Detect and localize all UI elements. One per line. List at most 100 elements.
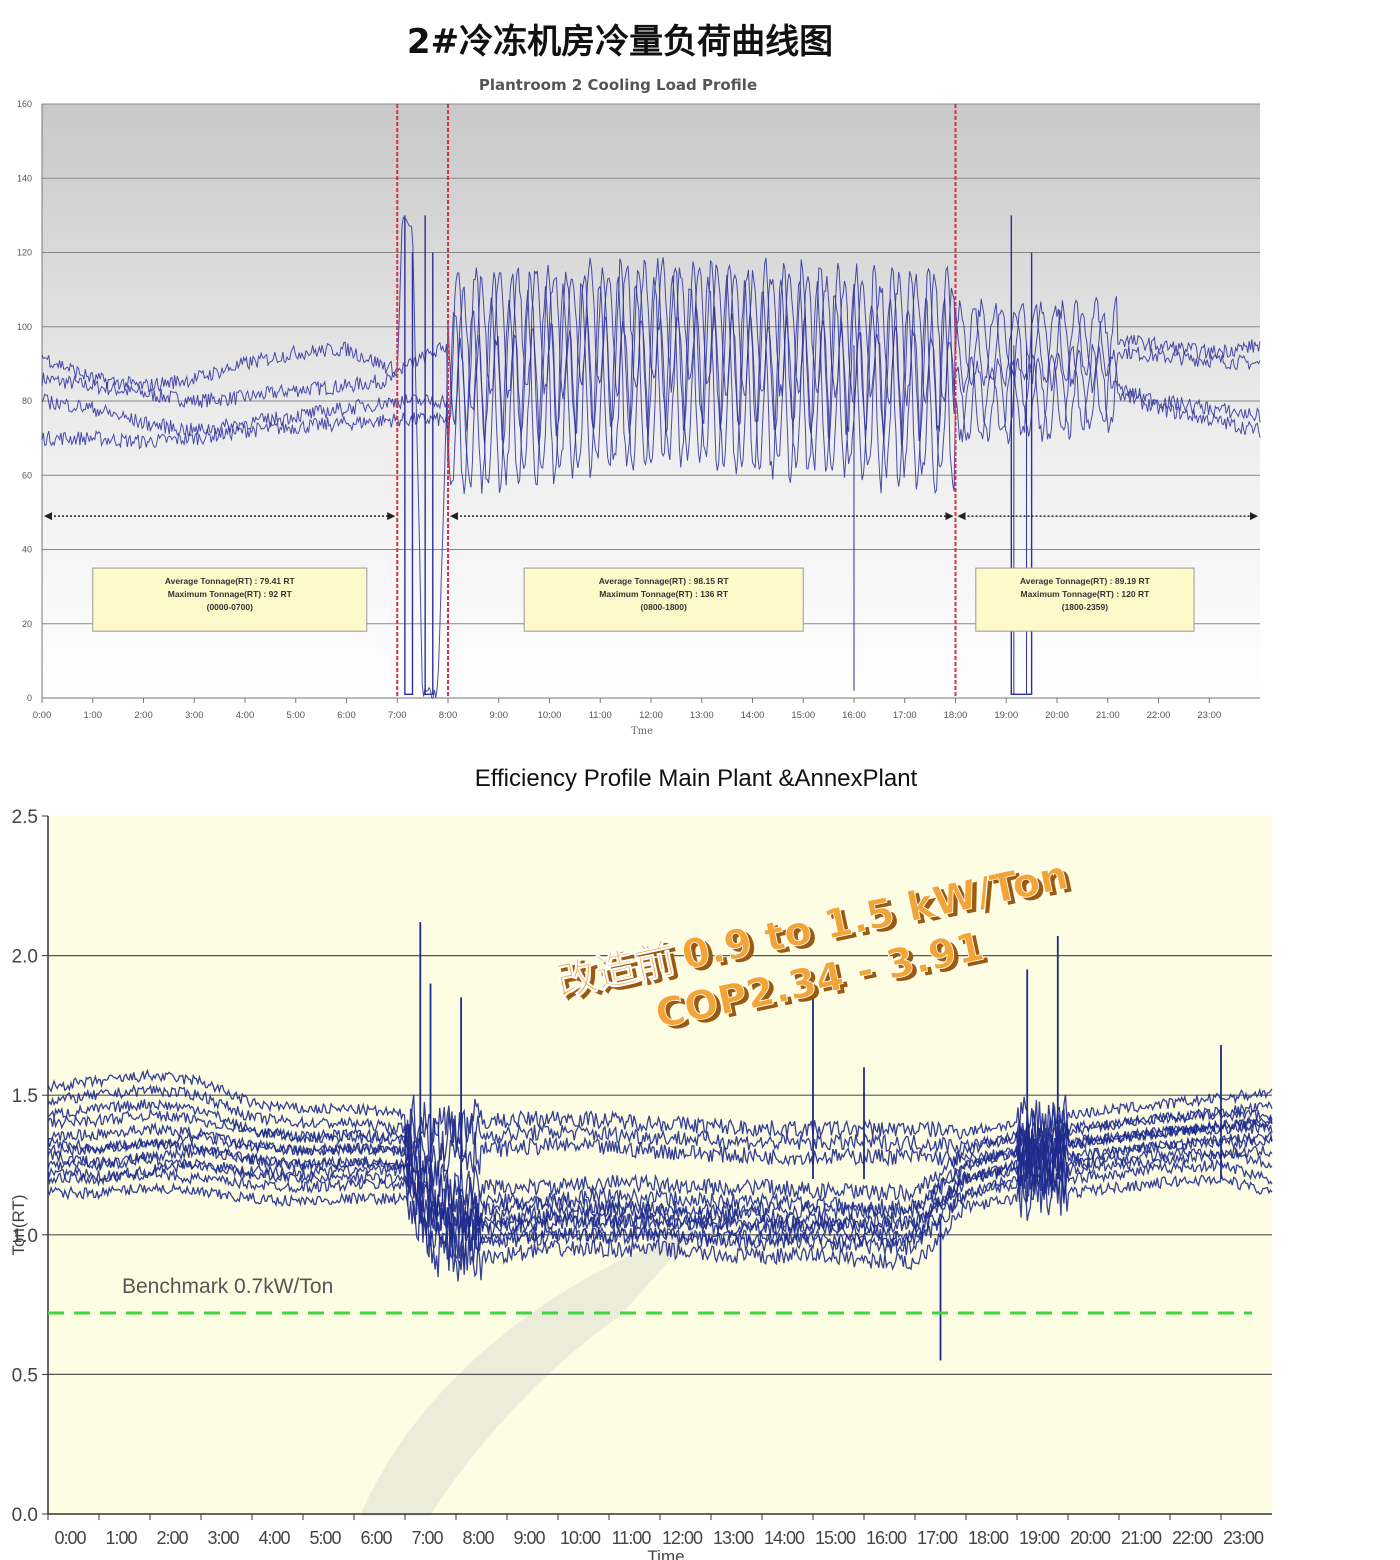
load-drop — [404, 215, 414, 695]
y-tick-label: 60 — [22, 470, 32, 480]
x-tick-label: 2:00 — [134, 710, 153, 721]
x-tick-label: 10:00 — [560, 1528, 601, 1548]
x-tick-label: 21:00 — [1121, 1528, 1162, 1548]
x-tick-label: 22:00 — [1172, 1528, 1213, 1548]
efficiency-series-line-4 — [47, 1133, 1273, 1241]
x-tick-label: 4:00 — [258, 1528, 290, 1548]
x-tick-label: 18:00 — [944, 710, 968, 721]
chart-title: Efficiency Profile Main Plant &AnnexPlan… — [475, 765, 918, 792]
benchmark-label: Benchmark 0.7kW/Ton — [122, 1275, 333, 1298]
y-axis-label: Ton(RT) — [9, 1194, 28, 1255]
annotation-average: Average Tonnage(RT) : 79.41 RT — [165, 576, 296, 586]
x-tick-label: 19:00 — [1019, 1528, 1060, 1548]
x-tick-label: 13:00 — [713, 1528, 754, 1548]
x-tick-label: 16:00 — [866, 1528, 907, 1548]
x-tick-label: 5:00 — [309, 1528, 341, 1548]
x-tick-label: 8:00 — [462, 1528, 494, 1548]
annotation-average: Average Tonnage(RT) : 89.19 RT — [1020, 576, 1151, 586]
efficiency-profile-chart: Efficiency Profile Main Plant &AnnexPlan… — [9, 765, 1273, 1560]
x-tick-label: 9:00 — [513, 1528, 545, 1548]
annotation-period: (1800-2359) — [1062, 602, 1108, 612]
x-tick-label: 1:00 — [105, 1528, 137, 1548]
annotation-box — [92, 567, 368, 632]
x-tick-label: 17:00 — [917, 1528, 958, 1548]
x-tick-label: 21:00 — [1096, 710, 1120, 721]
y-tick-label: 2.5 — [12, 807, 38, 828]
efficiency-series-line-3 — [47, 1143, 1273, 1259]
arrow-head-left — [957, 512, 966, 521]
arrow-head-left — [450, 512, 458, 521]
x-tick-label: 11:00 — [612, 1528, 652, 1548]
x-tick-label: 8:00 — [439, 710, 458, 721]
y-tick-label: 160 — [17, 99, 32, 109]
annotation-average: Average Tonnage(RT) : 98.15 RT — [599, 576, 730, 586]
annotation-maximum: Maximum Tonnage(RT) : 136 RT — [599, 589, 729, 599]
efficiency-series-line-1 — [47, 1068, 1273, 1148]
load-series-line-2 — [41, 306, 1261, 488]
load-drop — [424, 215, 434, 695]
x-tick-label: 12:00 — [662, 1528, 703, 1548]
annotation-period: (0000-0700) — [207, 602, 253, 612]
x-tick-label: 12:00 — [639, 710, 663, 721]
x-tick-label: 10:00 — [538, 710, 562, 721]
chart-title: Plantroom 2 Cooling Load Profile — [479, 76, 757, 94]
x-tick-label: 7:00 — [411, 1528, 443, 1548]
y-tick-label: 0.0 — [12, 1505, 38, 1526]
x-tick-label: 9:00 — [490, 710, 509, 721]
x-tick-label: 15:00 — [815, 1528, 856, 1548]
y-tick-label: 1.5 — [12, 1086, 38, 1107]
x-axis-label: Tme — [631, 726, 653, 737]
y-tick-label: 0 — [27, 693, 32, 703]
x-tick-label: 16:00 — [842, 710, 866, 721]
x-tick-label: 0:00 — [54, 1528, 86, 1548]
annotation-maximum: Maximum Tonnage(RT) : 120 RT — [1021, 589, 1151, 599]
y-tick-label: 80 — [22, 396, 32, 406]
y-tick-label: 100 — [17, 322, 32, 332]
y-tick-label: 120 — [17, 248, 32, 258]
efficiency-series-line-2 — [47, 1109, 1273, 1233]
x-axis-label: Time — [647, 1547, 684, 1560]
y-tick-label: 20 — [22, 619, 32, 629]
x-tick-label: 18:00 — [968, 1528, 1009, 1548]
x-tick-label: 4:00 — [236, 710, 255, 721]
x-tick-label: 20:00 — [1045, 710, 1069, 721]
x-tick-label: 23:00 — [1197, 710, 1221, 721]
x-tick-label: 23:00 — [1223, 1528, 1264, 1548]
load-series-line-4 — [41, 274, 1261, 495]
x-tick-label: 15:00 — [791, 710, 815, 721]
load-series-line-3 — [41, 257, 1261, 446]
load-series-line-1 — [41, 216, 1261, 699]
x-tick-label: 22:00 — [1147, 710, 1171, 721]
y-tick-label: 0.5 — [12, 1365, 38, 1386]
x-tick-label: 14:00 — [741, 710, 765, 721]
x-tick-label: 3:00 — [207, 1528, 239, 1548]
arrow-head-right — [945, 512, 954, 521]
x-tick-label: 5:00 — [287, 710, 306, 721]
arrow-head-left — [44, 512, 52, 521]
x-tick-label: 2:00 — [156, 1528, 188, 1548]
efficiency-series-line-4 — [47, 1121, 1273, 1227]
annotation-box — [975, 567, 1195, 632]
arrow-head-right — [387, 512, 396, 521]
x-tick-label: 17:00 — [893, 710, 917, 721]
x-tick-label: 6:00 — [360, 1528, 392, 1548]
page-title: 2#冷冻机房冷量负荷曲线图 — [406, 22, 834, 62]
y-tick-label: 1.0 — [12, 1226, 38, 1247]
efficiency-series-line-3 — [47, 1170, 1273, 1282]
x-tick-label: 14:00 — [764, 1528, 805, 1548]
x-tick-label: 0:00 — [33, 710, 52, 721]
y-tick-label: 40 — [22, 545, 32, 555]
efficiency-series-line-4 — [47, 1106, 1273, 1213]
x-tick-label: 6:00 — [337, 710, 356, 721]
annotation-box — [523, 567, 804, 632]
watermark-logo — [360, 1226, 700, 1516]
y-tick-label: 140 — [17, 173, 32, 183]
x-tick-label: 20:00 — [1070, 1528, 1111, 1548]
x-tick-label: 1:00 — [84, 710, 103, 721]
x-tick-label: 3:00 — [185, 710, 204, 721]
x-tick-label: 19:00 — [994, 710, 1018, 721]
annotation-period: (0800-1800) — [641, 602, 687, 612]
cooling-load-chart: Plantroom 2 Cooling Load Profile 0 20 40 60 8… — [17, 76, 1261, 737]
annotation-maximum: Maximum Tonnage(RT) : 92 RT — [168, 589, 293, 599]
load-drop — [1010, 215, 1033, 695]
